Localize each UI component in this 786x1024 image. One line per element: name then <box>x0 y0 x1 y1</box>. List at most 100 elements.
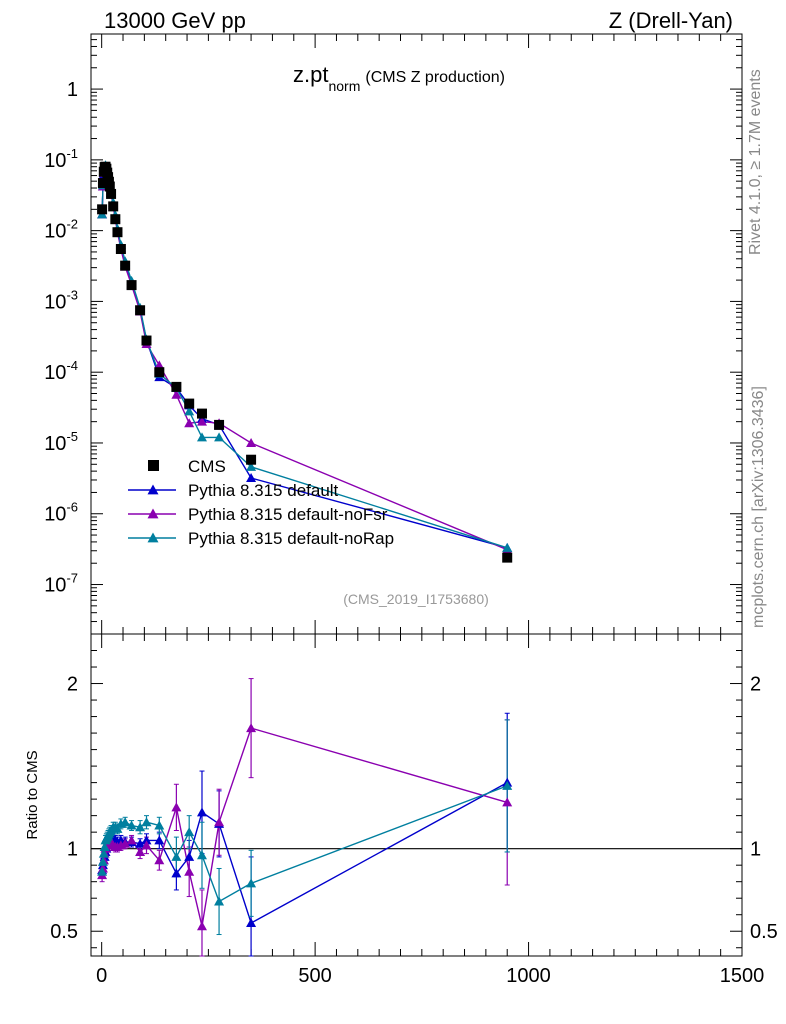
series-lines <box>91 163 742 957</box>
ratio-point-default <box>196 807 207 817</box>
ratio-point-noRap <box>214 896 225 906</box>
cms-data-point <box>141 335 152 346</box>
ratio-point-noRap <box>141 817 152 827</box>
cms-data-point <box>214 419 225 430</box>
ratio-point-noRap <box>98 848 109 858</box>
legend-marker-default <box>147 484 159 495</box>
main-point-noFsr <box>171 389 182 399</box>
ratio-point-default <box>184 851 195 861</box>
legend: CMS Pythia 8.315 default Pythia 8.315 defa… <box>128 457 394 548</box>
rivet-label: Rivet 4.1.0, ≥ 1.7M events <box>747 69 764 255</box>
cms-data-point <box>110 214 121 225</box>
ratio-point-default <box>154 835 165 845</box>
main-point-noRap <box>196 432 207 442</box>
main-point-noRap <box>214 432 225 442</box>
ratio-point-noFsr <box>126 835 137 845</box>
cms-data-point <box>106 188 117 199</box>
cms-data-point <box>97 178 108 189</box>
ratio-point-noRap <box>97 866 108 876</box>
axis-ticks <box>91 33 743 956</box>
ratio-y-tick-label-right: 0.5 <box>750 921 778 943</box>
ratio-point-noRap <box>184 827 195 837</box>
plot-title-main: z.pt <box>293 62 328 87</box>
cms-data-point <box>246 454 257 465</box>
legend-marker-cms <box>148 460 159 471</box>
energy-label: 13000 GeV pp <box>104 8 246 33</box>
tick-labels: 10-7 10-6 10-5 10-4 10-3 10-2 10-1 1 0 500 1000 150… <box>44 79 778 987</box>
ratio-y-tick-label-left: 2 <box>67 674 78 696</box>
ratio-y-tick-label-right: 1 <box>750 839 761 861</box>
ratio-point-noFsr <box>184 866 195 876</box>
legend-label-default: Pythia 8.315 default <box>188 481 339 500</box>
main-point-noFsr <box>246 437 257 447</box>
ratio-point-noFsr <box>154 855 165 865</box>
main-point-noFsr <box>154 360 165 370</box>
ratio-point-default <box>171 868 182 878</box>
main-y-tick-label: 10-6 <box>44 500 78 526</box>
main-y-tick-label: 10-7 <box>44 571 78 597</box>
ratio-point-noFsr <box>246 723 257 733</box>
ratio-point-noFsr <box>135 846 146 856</box>
main-point-default <box>246 472 257 482</box>
legend-marker-noRap <box>147 532 159 543</box>
cms-data-point <box>502 552 513 563</box>
ratio-point-noFsr <box>120 838 131 848</box>
main-y-tick-label: 10-1 <box>44 146 78 172</box>
ratio-point-noRap <box>99 842 110 852</box>
ratio-point-noRap <box>112 823 123 833</box>
ratio-point-noRap <box>246 878 257 888</box>
plot-title-subscript: norm <box>328 78 360 94</box>
process-label: Z (Drell-Yan) <box>609 8 733 33</box>
ratio-point-noRap <box>126 820 137 830</box>
ratio-line-default <box>101 781 508 925</box>
main-point-noFsr <box>184 418 195 428</box>
cms-data-point <box>154 367 165 378</box>
main-y-tick-label: 10-5 <box>44 429 78 455</box>
ratio-point-noFsr <box>214 817 225 827</box>
ratio-x-tick-label: 0 <box>96 965 107 987</box>
ratio-x-tick-label: 1000 <box>506 965 551 987</box>
analysis-id: (CMS_2019_I1753680) <box>343 591 489 607</box>
cms-data-point <box>108 201 119 212</box>
cms-data-point <box>115 244 126 255</box>
ratio-point-noRap <box>135 822 146 832</box>
ratio-y-tick-label-left: 0.5 <box>50 921 78 943</box>
legend-label-noFsr: Pythia 8.315 default-noFsr <box>188 505 388 524</box>
cms-data-point <box>184 398 195 409</box>
mcplots-label: mcplots.cern.ch [arXiv:1306.3436] <box>750 386 767 628</box>
ratio-ylabel: Ratio to CMS <box>24 750 41 839</box>
cms-data-point <box>171 381 182 392</box>
main-y-tick-label: 10-2 <box>44 217 78 243</box>
cms-data-point <box>104 181 115 192</box>
ratio-point-default <box>135 838 146 848</box>
ratio-point-noFsr <box>141 840 152 850</box>
ratio-point-default <box>246 917 257 927</box>
ratio-point-noRap <box>196 850 207 860</box>
cms-data-point <box>97 204 108 215</box>
ratio-x-tick-label: 1500 <box>720 965 765 987</box>
main-y-tick-label: 10-3 <box>44 287 78 313</box>
ratio-point-noRap <box>171 851 182 861</box>
legend-marker-noFsr <box>147 508 159 519</box>
ratio-point-noRap <box>120 817 131 827</box>
ratio-point-noFsr <box>196 921 207 931</box>
main-y-tick-label: 1 <box>67 79 78 101</box>
main-point-noFsr <box>196 416 207 426</box>
main-y-tick-label: 10-4 <box>44 358 78 384</box>
cms-data-point <box>196 408 207 419</box>
ratio-point-noRap <box>502 780 513 790</box>
ratio-point-noRap <box>97 856 108 866</box>
legend-label-cms: CMS <box>188 457 226 476</box>
legend-label-noRap: Pythia 8.315 default-noRap <box>188 529 394 548</box>
cms-data-point <box>135 305 146 316</box>
plot-title: z.ptnorm (CMS Z production) <box>293 62 505 94</box>
ratio-point-noRap <box>154 820 165 830</box>
ratio-point-noFsr <box>171 802 182 812</box>
ratio-plot-frame <box>90 633 743 957</box>
ratio-y-tick-label-right: 2 <box>750 674 761 696</box>
cms-data-point <box>126 280 137 291</box>
main-point-noRap <box>246 461 257 471</box>
plot-title-description: (CMS Z production) <box>365 69 505 86</box>
